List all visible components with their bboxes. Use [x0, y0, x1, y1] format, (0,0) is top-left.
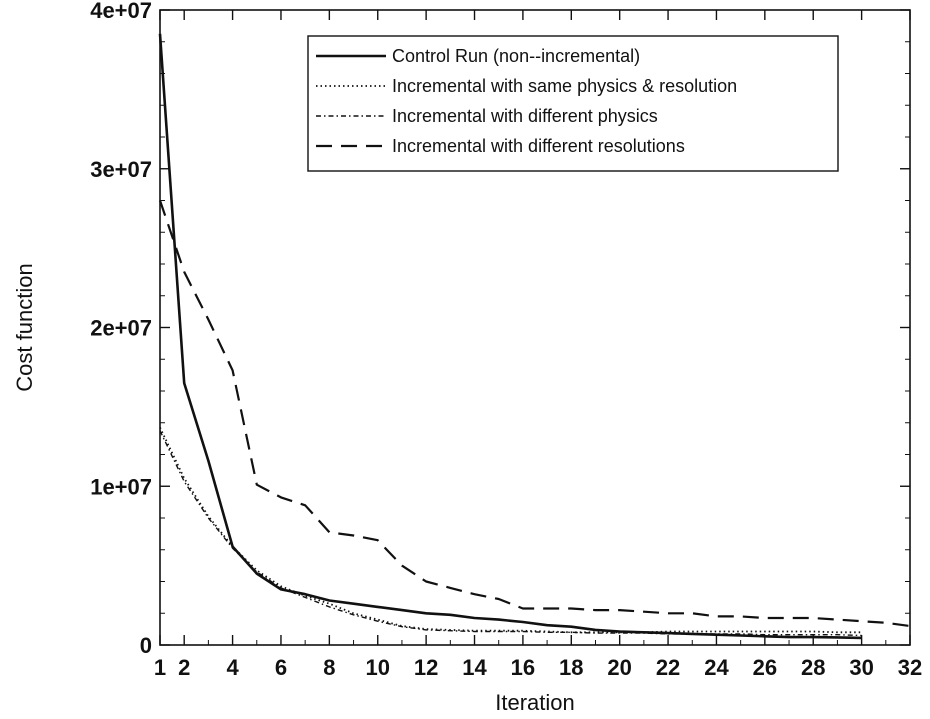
x-tick-label: 32 [898, 655, 922, 680]
x-tick-label: 2 [178, 655, 190, 680]
x-tick-label: 18 [559, 655, 583, 680]
legend-label-1: Control Run (non--incremental) [392, 46, 640, 66]
x-tick-label: 14 [462, 655, 487, 680]
legend-label-3: Incremental with different physics [392, 106, 658, 126]
y-tick-label: 3e+07 [90, 157, 152, 182]
x-tick-label: 10 [365, 655, 389, 680]
y-tick-label: 4e+07 [90, 0, 152, 23]
x-tick-label: 16 [511, 655, 535, 680]
x-tick-label: 1 [154, 655, 166, 680]
series-line-2 [159, 427, 862, 634]
x-tick-label: 4 [226, 655, 239, 680]
series-line-1 [158, 33, 862, 640]
y-tick-label: 1e+07 [90, 474, 152, 499]
y-tick-label: 0 [140, 633, 152, 658]
x-tick-label: 28 [801, 655, 825, 680]
y-axis-title: Cost function [12, 263, 37, 391]
x-tick-label: 30 [849, 655, 873, 680]
y-tick-label: 2e+07 [90, 316, 152, 341]
x-tick-label: 22 [656, 655, 680, 680]
legend-label-4: Incremental with different resolutions [392, 136, 685, 156]
x-tick-label: 8 [323, 655, 335, 680]
legend-label-2: Incremental with same physics & resoluti… [392, 76, 737, 96]
series-line-3 [159, 430, 862, 637]
legend-box [307, 35, 839, 172]
x-axis-title: Iteration [495, 690, 575, 715]
x-tick-label: 20 [607, 655, 631, 680]
x-tick-label: 12 [414, 655, 438, 680]
x-tick-label: 24 [704, 655, 729, 680]
x-tick-label: 6 [275, 655, 287, 680]
series-line-4 [158, 200, 911, 628]
x-tick-label: 26 [753, 655, 777, 680]
